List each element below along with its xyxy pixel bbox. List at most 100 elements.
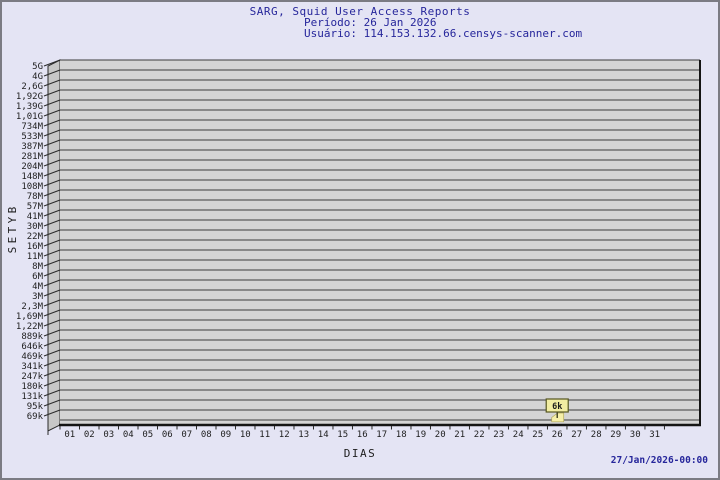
x-tick-label: 16 [357, 430, 368, 440]
y-tick [43, 59, 61, 67]
x-tick-label: 11 [259, 430, 270, 440]
y-tick [43, 109, 61, 117]
y-tick [43, 299, 61, 307]
x-tick-label: 25 [532, 430, 543, 440]
y-tick [43, 369, 61, 377]
y-tick [43, 189, 61, 197]
report-user: Usuário: 114.153.132.66.censys-scanner.c… [304, 27, 583, 40]
y-tick [43, 179, 61, 187]
x-tick-label: 24 [513, 430, 524, 440]
y-tick-label: 1,69M [16, 312, 44, 322]
y-tick [43, 309, 61, 317]
x-tick-label: 19 [415, 430, 426, 440]
x-tick-label: 10 [240, 430, 251, 440]
x-tick-label: 12 [279, 430, 290, 440]
y-tick-label: 131k [21, 392, 43, 402]
x-tick-label: 29 [610, 430, 621, 440]
x-tick-label: 18 [396, 430, 407, 440]
y-tick [43, 389, 61, 397]
x-tick-label: 26 [552, 430, 563, 440]
x-tick-label: 30 [630, 430, 641, 440]
x-tick-label: 17 [376, 430, 387, 440]
x-tick-label: 15 [337, 430, 348, 440]
y-tick [43, 409, 61, 417]
x-tick-label: 01 [64, 430, 75, 440]
y-tick [43, 159, 61, 167]
y-tick-label: 247k [21, 372, 43, 382]
x-tick-label: 06 [162, 430, 173, 440]
y-tick [43, 359, 61, 367]
y-tick [43, 259, 61, 267]
y-tick-label: 387M [21, 142, 43, 152]
y-tick-label: 204M [21, 162, 43, 172]
generation-timestamp: 27/Jan/2026-00:00 [610, 455, 708, 466]
y-tick-label: 281M [21, 152, 43, 162]
x-tick-label: 07 [181, 430, 192, 440]
y-tick-label: 341k [21, 362, 43, 372]
x-tick-label: 31 [649, 430, 660, 440]
y-tick [43, 239, 61, 247]
y-tick [43, 119, 61, 127]
x-tick-label: 21 [454, 430, 465, 440]
y-tick-label: 5G [32, 62, 43, 72]
y-tick [43, 209, 61, 217]
report-period: Período: 26 Jan 2026 [304, 16, 437, 29]
y-tick [43, 129, 61, 137]
y-tick-label: 78M [27, 192, 44, 202]
y-tick [43, 329, 61, 337]
y-tick [43, 219, 61, 227]
y-tick [43, 139, 61, 147]
x-tick-label: 27 [571, 430, 582, 440]
y-tick [43, 199, 61, 207]
y-tick-label: 22M [27, 232, 44, 242]
x-tick-label: 09 [220, 430, 231, 440]
y-tick [43, 229, 61, 237]
x-tick-label: 13 [298, 430, 309, 440]
y-tick-label: 180k [21, 382, 43, 392]
y-tick [43, 349, 61, 357]
x-tick-label: 20 [435, 430, 446, 440]
x-tick-label: 23 [493, 430, 504, 440]
y-tick-label: 69k [27, 412, 44, 422]
bar-value-label: 6k [552, 402, 562, 412]
y-tick-label: 4M [32, 282, 43, 292]
y-tick [43, 339, 61, 347]
y-tick [43, 249, 61, 257]
y-tick [43, 279, 61, 287]
x-tick-label: 22 [474, 430, 485, 440]
y-tick-label: 41M [27, 212, 44, 222]
y-tick [43, 79, 61, 87]
x-tick-label: 02 [84, 430, 95, 440]
y-tick-label: 6M [32, 272, 43, 282]
y-tick-label: 533M [21, 132, 43, 142]
y-tick [43, 379, 61, 387]
x-tick-label: 28 [591, 430, 602, 440]
y-tick-label: 95k [27, 402, 44, 412]
y-tick-label: 1,39G [16, 102, 43, 112]
y-tick [43, 149, 61, 157]
y-tick-label: 108M [21, 182, 43, 192]
plot-area [60, 60, 700, 425]
x-tick-label: 05 [142, 430, 153, 440]
plot-left-wall [47, 59, 61, 432]
y-tick-label: 57M [27, 202, 44, 212]
y-tick-label: 3M [32, 292, 43, 302]
y-tick [43, 289, 61, 297]
y-tick [43, 169, 61, 177]
y-tick-label: 11M [27, 252, 44, 262]
y-tick [43, 319, 61, 327]
y-tick [43, 69, 61, 77]
bar-value-box [545, 398, 569, 413]
y-tick-label: 30M [27, 222, 44, 232]
x-tick-label: 04 [123, 430, 134, 440]
y-tick-label: 1,22M [16, 322, 44, 332]
y-tick-label: 469k [21, 352, 43, 362]
y-tick [43, 399, 61, 407]
x-axis-title: DIAS [343, 447, 377, 460]
y-tick [43, 99, 61, 107]
y-tick-label: 889k [21, 332, 43, 342]
y-tick-label: 2,6G [21, 82, 43, 92]
y-tick-label: 646k [21, 342, 43, 352]
